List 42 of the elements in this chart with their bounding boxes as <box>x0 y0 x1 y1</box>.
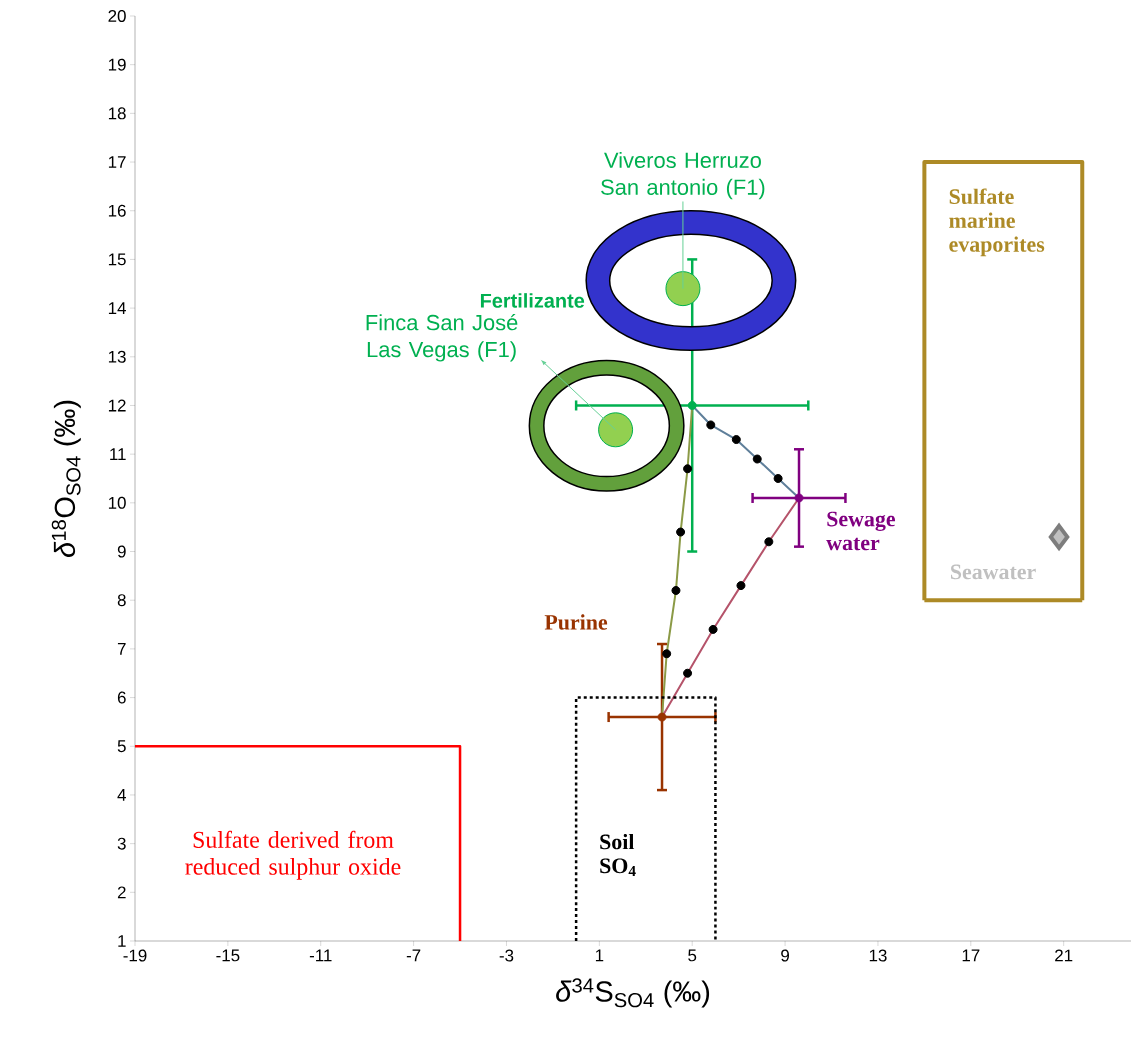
y-tick-label: 3 <box>117 837 126 850</box>
y-tick-label: 9 <box>117 545 126 558</box>
x-tick-label: 9 <box>781 949 789 962</box>
y-tick-label: 15 <box>108 253 126 266</box>
y-tick-label: 16 <box>108 204 126 217</box>
y-tick-label: 13 <box>108 350 126 363</box>
x-tick-label: 5 <box>688 949 697 962</box>
y-tick-label: 18 <box>108 107 126 120</box>
x-tick-label: -7 <box>406 949 421 962</box>
y-tick-label: 10 <box>108 496 126 509</box>
x-tick-label: 21 <box>1055 949 1073 962</box>
y-tick-label: 20 <box>108 9 126 22</box>
y-tick-label: 4 <box>117 789 126 801</box>
y-tick-label: 1 <box>118 935 126 947</box>
y-tick-label: 8 <box>117 594 126 607</box>
y-tick-label: 19 <box>108 58 126 71</box>
y-axis-title: δ$^{18}$O$_{SO4}$ (‰) <box>51 400 81 558</box>
x-tick-label: -19 <box>123 949 147 962</box>
annotation: Viveros Herruzo San antonio (F1) <box>601 151 765 200</box>
y-tick-label: 7 <box>117 643 126 655</box>
y-tick-label: 6 <box>117 691 126 704</box>
series-label: Sewage water <box>826 511 896 551</box>
text: Purine <box>544 614 608 630</box>
x-tick-label: 13 <box>869 949 887 962</box>
text: Sulfate derived from reduced sulphur oxide <box>185 830 401 880</box>
y-tick-label: 2 <box>117 886 126 899</box>
series-label: Sulfate marine evaporites <box>949 188 1045 257</box>
y-tick-label: 17 <box>108 156 126 168</box>
y-tick-label: 5 <box>117 740 126 753</box>
y-tick-label: 12 <box>108 399 126 412</box>
series-label: Seawater <box>951 564 1036 580</box>
x-axis-title: δ$^{34}$S$_{SO4}$ (‰) <box>556 978 710 1008</box>
series-label: Soil SO$_{4}$ <box>600 833 636 877</box>
x-tick-label: 17 <box>962 949 980 962</box>
x-tick-label: -3 <box>499 949 514 962</box>
x-tick-label: -15 <box>216 949 240 962</box>
y-tick-label: 11 <box>110 448 126 460</box>
annotation: Finca San José Las Vegas (F1) <box>366 314 518 362</box>
x-tick-label: -11 <box>309 949 332 962</box>
y-tick-label: 14 <box>108 302 126 314</box>
x-tick-label: 1 <box>595 949 604 962</box>
text: Fertilizante <box>480 293 585 308</box>
